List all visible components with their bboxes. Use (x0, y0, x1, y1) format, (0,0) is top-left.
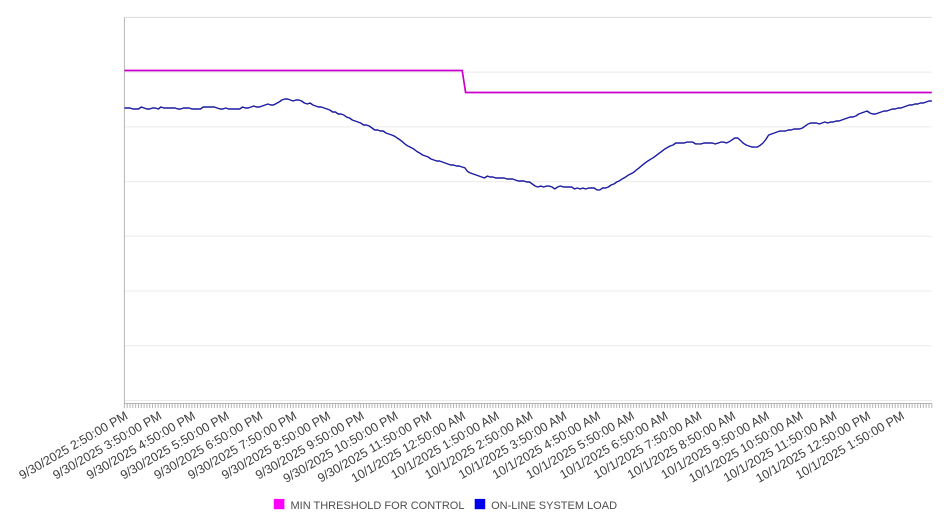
svg-text:MIN THRESHOLD FOR CONTROL: MIN THRESHOLD FOR CONTROL (291, 500, 465, 512)
svg-text:ON-LINE SYSTEM LOAD: ON-LINE SYSTEM LOAD (491, 500, 617, 512)
